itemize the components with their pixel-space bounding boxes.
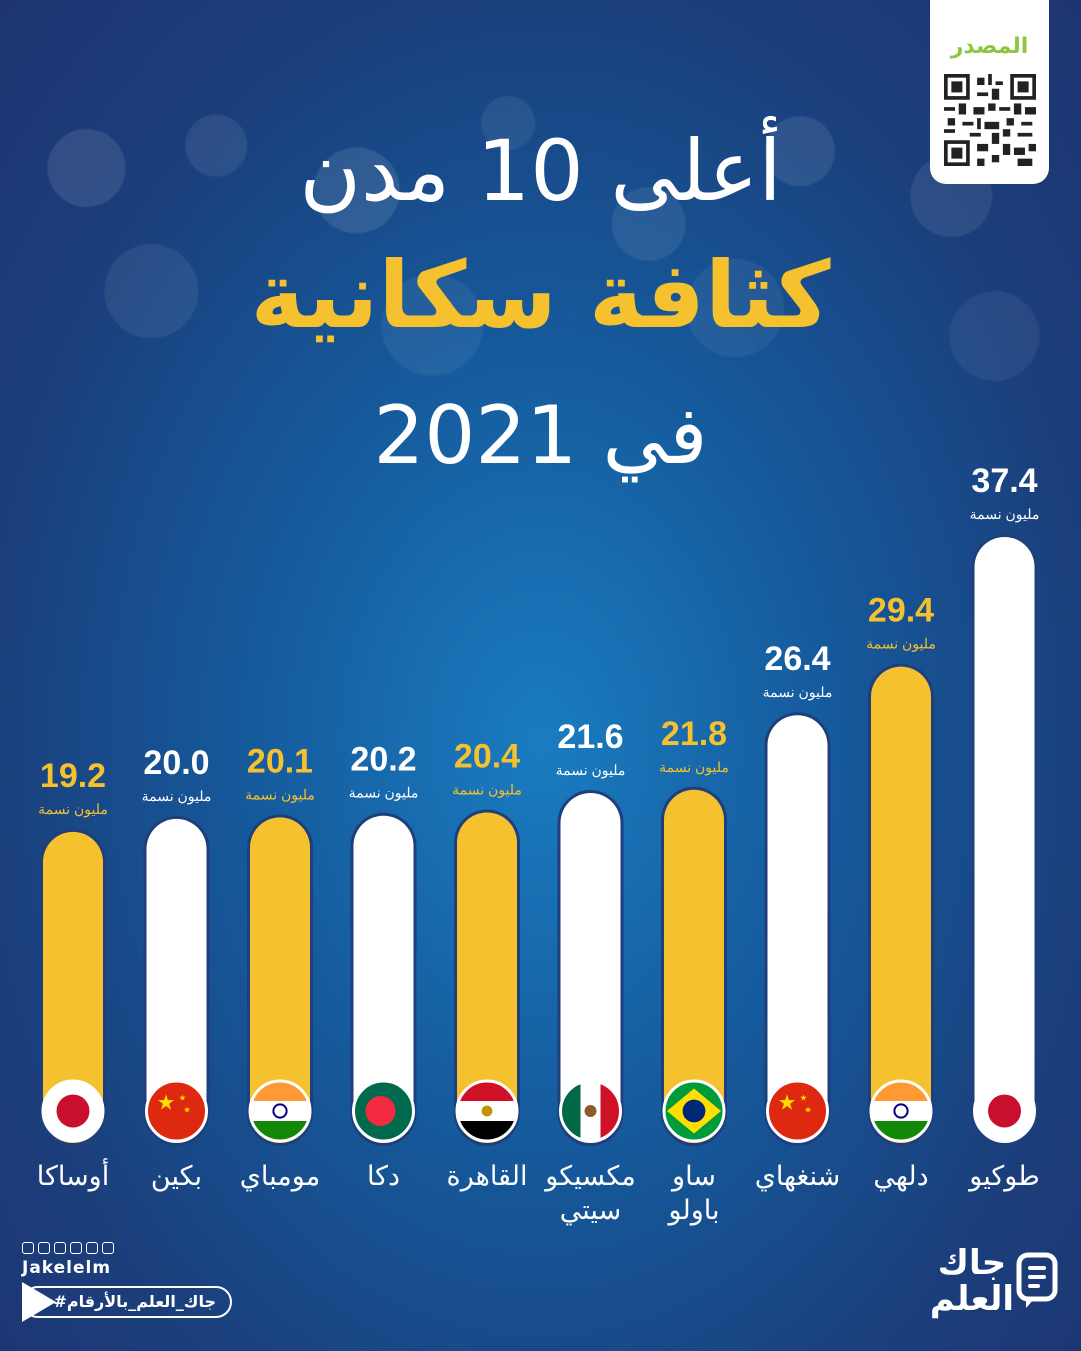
bar-group: 37.4 مليون نسمة طوكيو (967, 462, 1039, 1192)
svg-text:★: ★ (804, 1105, 812, 1115)
unit-label: مليون نسمة (452, 781, 522, 798)
brand-logo: جاك العلم (926, 1243, 1060, 1326)
unit-label: مليون نسمة (970, 506, 1040, 523)
bar (871, 666, 931, 1143)
flag-ring (145, 1079, 208, 1143)
title-line-3: في 2021 (373, 389, 708, 482)
japan-flag (974, 1081, 1035, 1141)
unit-label: مليون نسمة (556, 762, 626, 779)
title-line-1: أعلى 10 مدن (299, 122, 782, 220)
value-label: 20.0 (143, 744, 209, 782)
flag-ring (455, 1079, 519, 1143)
unit-label: مليون نسمة (763, 684, 833, 701)
source-label: المصدر (950, 34, 1029, 59)
flag-ring (352, 1079, 415, 1143)
facebook-icon[interactable] (22, 1242, 34, 1254)
snapchat-icon[interactable] (70, 1242, 82, 1254)
category-label: طوكيو (967, 1161, 1039, 1192)
category-label: القاهرة (447, 1161, 528, 1192)
bar (974, 537, 1035, 1143)
value-label: 21.6 (557, 718, 623, 756)
svg-text:★: ★ (778, 1091, 797, 1115)
svg-text:★: ★ (179, 1093, 187, 1103)
value-label: 29.4 (868, 592, 934, 630)
flag-ring (869, 1079, 933, 1143)
bar (43, 831, 103, 1143)
flag-ring (41, 1079, 105, 1143)
category-label: ساو (670, 1161, 716, 1192)
category-label: مكسيكو (543, 1161, 635, 1192)
brand-line-1: جاك (937, 1243, 1007, 1283)
value-label: 19.2 (40, 757, 106, 795)
svg-text:★: ★ (183, 1105, 191, 1115)
bar (353, 815, 414, 1143)
value-label: 20.1 (247, 742, 313, 780)
unit-label: مليون نسمة (349, 785, 419, 802)
unit-label: مليون نسمة (866, 636, 936, 653)
bar-group: 20.2 مليون نسمة دكا (349, 741, 419, 1191)
brazil-flag (664, 1081, 724, 1141)
japan-flag (43, 1081, 103, 1141)
bar (767, 715, 828, 1143)
chat-bubble-icon (1016, 1252, 1058, 1308)
bar (664, 789, 724, 1143)
social-icons (22, 1242, 242, 1254)
bar (146, 818, 207, 1143)
footer-social: Jakelelm #جاك_العلم_بالأرقام (22, 1242, 242, 1322)
twitter-icon[interactable] (86, 1242, 98, 1254)
flag-ring (248, 1079, 312, 1143)
linkedin-icon[interactable] (54, 1242, 66, 1254)
qr-code-icon[interactable] (944, 74, 1036, 166)
category-label: أوساكا (37, 1158, 109, 1192)
bar-group: 29.4 مليون نسمة دلهي (866, 592, 936, 1192)
category-label: دكا (367, 1161, 400, 1191)
brand-line-2: العلم (929, 1278, 1015, 1319)
flag-ring (766, 1079, 829, 1143)
telegram-icon[interactable] (102, 1242, 114, 1254)
svg-text:★: ★ (800, 1093, 808, 1103)
svg-text:★: ★ (157, 1091, 176, 1115)
china-flag: ★ ★★ (146, 1081, 207, 1141)
instagram-icon[interactable] (38, 1242, 50, 1254)
unit-label: مليون نسمة (245, 786, 315, 803)
value-label: 21.8 (661, 715, 727, 753)
source-card[interactable]: المصدر (930, 0, 1049, 184)
china-flag: ★ ★★ (767, 1081, 828, 1141)
bar (250, 817, 310, 1143)
flag-ring (559, 1079, 622, 1143)
unit-label: مليون نسمة (142, 788, 212, 805)
category-label: باولو (667, 1195, 720, 1226)
unit-label: مليون نسمة (659, 759, 729, 776)
category-label: شنغهاي (755, 1161, 841, 1192)
hashtag-pill[interactable]: #جاك_العلم_بالأرقام (22, 1282, 232, 1322)
bar-group: 20.1 مليون نسمة مومباي (240, 742, 320, 1192)
category-label: مومباي (240, 1161, 320, 1192)
value-label: 20.4 (454, 737, 520, 775)
bar-group: 20.4 مليون نسمة القاهرة (447, 737, 528, 1192)
title-line-2: كثافة سكانية (250, 242, 831, 349)
play-icon (22, 1282, 56, 1322)
category-label: بكين (151, 1161, 202, 1192)
brand-name: جاك العلم (926, 1243, 1018, 1319)
value-label: 20.2 (350, 741, 416, 779)
value-label: 37.4 (971, 462, 1037, 500)
bar (560, 793, 621, 1143)
bangladesh-flag (353, 1081, 414, 1141)
unit-label: مليون نسمة (38, 801, 108, 818)
flag-ring (662, 1079, 726, 1143)
hashtag-text: #جاك_العلم_بالأرقام (53, 1292, 216, 1311)
flag-ring (973, 1079, 1036, 1143)
bar-group: 19.2 مليون نسمة أوساكا (37, 757, 109, 1192)
bar (457, 812, 517, 1143)
category-label: دلهي (873, 1161, 928, 1192)
value-label: 26.4 (764, 640, 830, 678)
social-handle[interactable]: Jakelelm (22, 1258, 112, 1278)
category-label: سيتي (560, 1195, 621, 1226)
